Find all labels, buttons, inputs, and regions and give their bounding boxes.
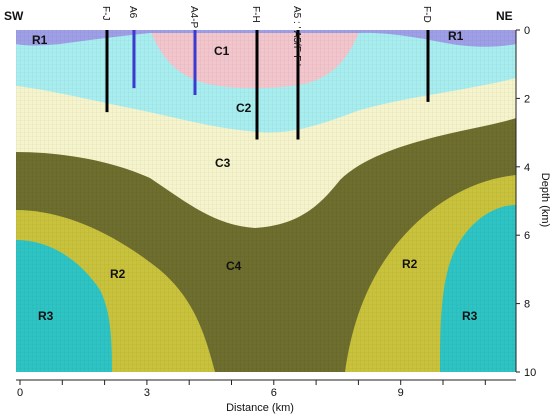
grid-overlay <box>16 30 516 372</box>
x-axis: 0 3 6 9 <box>16 379 516 399</box>
well-label: F-H <box>250 6 261 23</box>
layer-label-r3-left: R3 <box>38 309 54 323</box>
layer-label-r2-left: R2 <box>110 267 126 281</box>
y-tick-label: 4 <box>524 162 530 174</box>
y-tick-label: 6 <box>524 230 530 242</box>
y-tick-label: 2 <box>524 93 530 105</box>
wells-group: F-J A6 A4-P F-H A5 : ' A5/F-F ' F-D <box>100 6 432 140</box>
y-axis-title: Depth (km) <box>539 173 550 227</box>
y-tick-label: 8 <box>524 299 530 311</box>
layer-label-c2: C2 <box>236 101 252 115</box>
well-label: F-D <box>421 6 432 23</box>
well-label: A5 : ' A5/F-F ' <box>291 6 302 66</box>
layer-label-c3: C3 <box>215 156 231 170</box>
layer-label-r1-left: R1 <box>32 33 48 47</box>
x-tick-label: 9 <box>398 387 404 399</box>
x-axis-title: Distance (km) <box>226 402 294 414</box>
x-tick-label: 3 <box>144 387 150 399</box>
well-label: F-J <box>100 6 111 20</box>
well-label: A6 <box>127 6 138 19</box>
layer-label-r3-right: R3 <box>462 309 478 323</box>
x-tick-label: 6 <box>271 387 277 399</box>
layer-label-c4: C4 <box>226 259 242 273</box>
y-tick-label: 0 <box>524 25 530 37</box>
x-tick-label: 0 <box>17 387 23 399</box>
sw-label: SW <box>4 9 24 23</box>
layers-group <box>16 30 516 372</box>
layer-label-r1-right: R1 <box>448 29 464 43</box>
layer-label-r2-right: R2 <box>402 257 418 271</box>
layer-label-c1: C1 <box>214 44 230 58</box>
ne-label: NE <box>496 9 513 23</box>
well-label: A4-P <box>188 6 199 29</box>
y-tick-label: 10 <box>524 367 536 379</box>
y-axis: 0 2 4 6 8 10 <box>515 25 536 379</box>
